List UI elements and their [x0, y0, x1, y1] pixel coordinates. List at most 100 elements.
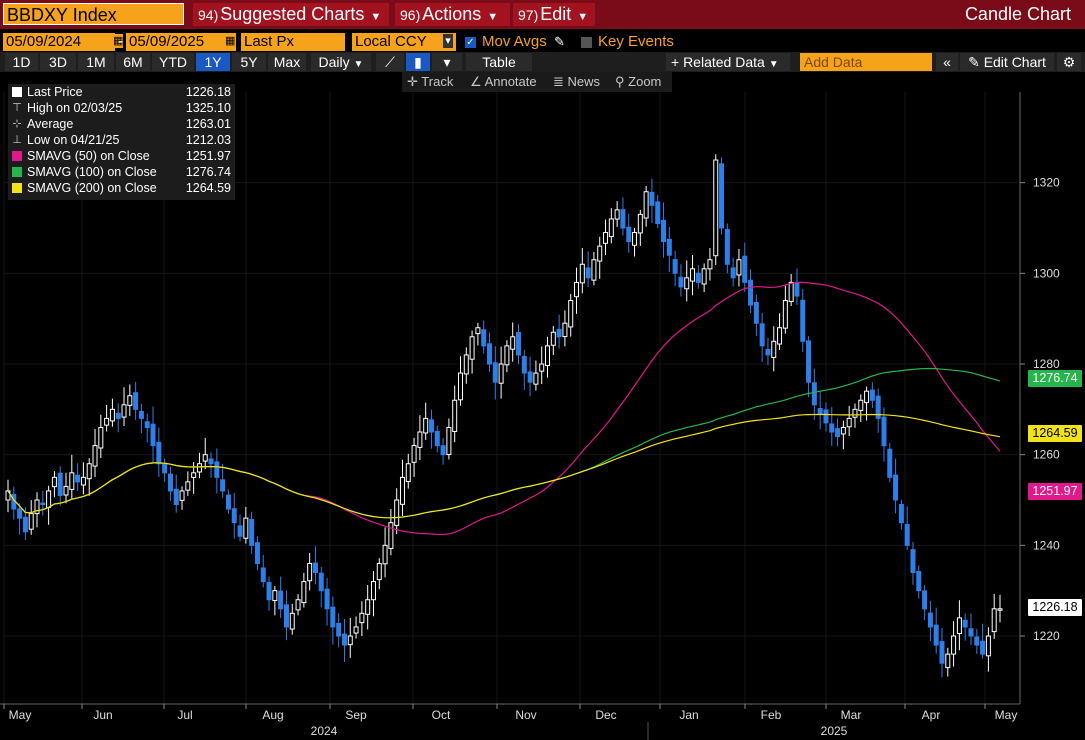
candle-body: [382, 544, 388, 565]
candle-body: [591, 259, 597, 281]
collapse-icon[interactable]: «: [936, 53, 958, 71]
mov-avgs-label: Mov Avgs: [482, 33, 547, 50]
chevron-down-icon: ▼: [768, 59, 779, 70]
candle-body: [730, 267, 736, 279]
candle-body: [457, 372, 463, 401]
period-1m[interactable]: 1M: [78, 53, 114, 71]
start-date-field[interactable]: 05/09/2024: [3, 33, 115, 51]
candle-body: [347, 635, 353, 646]
currency-select[interactable]: Local CCY: [352, 33, 456, 51]
candle-body: [991, 608, 997, 633]
period-3d[interactable]: 3D: [40, 53, 76, 71]
price-tag: 1276.74: [1028, 370, 1082, 388]
candle-body: [46, 490, 52, 508]
annotate-label: Annotate: [484, 74, 537, 89]
legend-value: 1276.74: [185, 165, 231, 179]
candle-body: [823, 409, 829, 424]
candle-body: [684, 277, 690, 290]
magnifier-icon: ⚲: [615, 74, 625, 89]
edit-button[interactable]: 97) Edit ▼: [513, 3, 595, 26]
year-label: 2025: [821, 724, 848, 738]
candle-body: [997, 608, 1003, 611]
candle-body: [173, 488, 179, 506]
table-button[interactable]: Table: [466, 53, 532, 71]
candle-body: [690, 268, 696, 282]
candle-body: [956, 617, 962, 635]
frequency-select[interactable]: Daily ▼: [311, 53, 371, 71]
x-tick-label: Jul: [177, 708, 192, 722]
candle-body: [452, 399, 458, 432]
period-1y[interactable]: 1Y: [196, 53, 230, 71]
candle-body: [359, 612, 365, 624]
chevron-down-icon[interactable]: ▾: [432, 53, 462, 71]
add-data-input[interactable]: Add Data: [800, 53, 932, 71]
related-data-button[interactable]: + Related Data ▼: [666, 53, 790, 71]
candle-body: [440, 445, 446, 456]
candle-body: [249, 518, 255, 546]
candle-body: [289, 612, 295, 630]
line-chart-icon[interactable]: ⟋: [376, 53, 404, 71]
candle-body: [701, 268, 707, 285]
period-6m[interactable]: 6M: [116, 53, 150, 71]
candle-body: [742, 255, 748, 283]
chevron-down-icon: ▼: [577, 11, 589, 23]
legend-row: SMAVG (100) on Close 1276.74: [8, 164, 235, 180]
period-5y[interactable]: 5Y: [232, 53, 266, 71]
ticker-input[interactable]: BBDXY Index: [3, 3, 184, 25]
actions-button[interactable]: 96) Actions ▼: [395, 3, 510, 26]
x-tick-label: Oct: [432, 708, 451, 722]
legend-row: ⊹ Average 1263.01: [8, 116, 235, 132]
period-1d[interactable]: 1D: [5, 53, 38, 71]
candle-body: [556, 328, 562, 338]
candle-body: [196, 463, 202, 473]
pencil-icon[interactable]: ✎: [554, 34, 565, 49]
y-tick-label: 1240: [1033, 538, 1060, 552]
zoom-tool[interactable]: ⚲ Zoom: [615, 73, 661, 91]
candle-body: [399, 476, 405, 505]
candle-body: [417, 431, 423, 448]
legend-row: SMAVG (50) on Close 1251.97: [8, 148, 235, 164]
legend-swatch: [12, 87, 22, 97]
track-tool[interactable]: ✛ Track: [407, 73, 453, 91]
candle-body: [719, 163, 725, 229]
candle-body: [405, 463, 411, 483]
news-tool[interactable]: ≣ News: [553, 73, 600, 91]
sma-50-line: [7, 281, 1001, 536]
candle-body: [614, 209, 620, 220]
candle-chart-icon[interactable]: ▮: [406, 53, 430, 71]
candle-body: [539, 363, 545, 372]
legend-value: 1325.10: [185, 101, 231, 115]
candle-body: [202, 454, 208, 462]
candle-body: [40, 502, 46, 506]
candle-body: [707, 259, 713, 270]
chevron-down-icon[interactable]: ▾: [443, 34, 453, 48]
candle-body: [574, 281, 580, 298]
candle-body: [968, 628, 974, 637]
candle-body: [579, 263, 585, 284]
candle-body: [86, 463, 92, 480]
gear-icon[interactable]: ⚙: [1057, 53, 1081, 71]
date-separator: -: [118, 33, 123, 50]
candle-body: [840, 426, 846, 435]
edit-chart-button[interactable]: ✎ Edit Chart: [960, 53, 1054, 71]
calendar-icon[interactable]: ▦: [225, 34, 236, 48]
candle-body: [800, 299, 806, 342]
annotate-tool[interactable]: ∠ Annotate: [470, 73, 537, 91]
period-ytd[interactable]: YTD: [152, 53, 194, 71]
calendar-icon[interactable]: ▦: [113, 34, 124, 48]
end-date-field[interactable]: 05/09/2025: [126, 33, 236, 51]
mov-avgs-checkbox[interactable]: ✓: [465, 37, 476, 48]
candle-body: [980, 640, 986, 655]
candle-body: [324, 588, 330, 610]
suggested-charts-button[interactable]: 94) Suggested Charts ▼: [193, 3, 389, 26]
field-select[interactable]: Last Px: [241, 33, 345, 51]
y-tick-label: 1280: [1033, 357, 1060, 371]
legend-row: ⊥ Low on 04/21/25 1212.03: [8, 132, 235, 148]
candle-body: [69, 472, 75, 490]
y-tick-label: 1300: [1033, 266, 1060, 280]
period-max[interactable]: Max: [268, 53, 306, 71]
candle-body: [191, 472, 197, 478]
key-events-checkbox[interactable]: [581, 37, 592, 48]
candle-body: [887, 448, 893, 478]
